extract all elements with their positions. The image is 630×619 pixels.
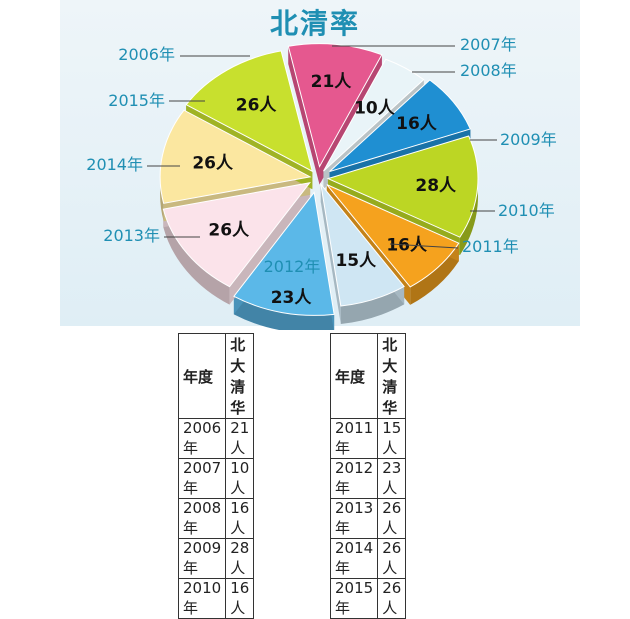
cell-year: 2012年	[329, 458, 379, 499]
cell-value: 10 人	[225, 458, 255, 499]
slice-year-label: 2010年	[498, 201, 555, 220]
slice-value-label: 26人	[192, 154, 234, 174]
slice-value-label: 21人	[311, 72, 353, 92]
table-row: 2008年 16 人	[177, 498, 255, 539]
slice-year-label: 2009年	[500, 130, 557, 149]
pie-slice-wall	[320, 184, 341, 325]
cell-value: 26 人	[377, 538, 407, 579]
table-row: 2012年 23 人	[329, 458, 407, 499]
cell-value: 23 人	[377, 458, 407, 499]
slice-value-label: 26人	[208, 220, 250, 240]
header-year: 年度	[177, 333, 227, 419]
pie-slice	[233, 191, 335, 316]
table-row: 2015年 26 人	[329, 578, 407, 619]
pie-slice	[159, 109, 312, 204]
data-table-left: 年度 北大清华 2006年 21 人 2007年 10 人 2008年 16 人…	[177, 333, 255, 619]
header-value: 北大清华	[225, 333, 255, 419]
data-table-right: 年度 北大清华 2011年 15 人 2012年 23 人 2013年 26 人…	[329, 333, 407, 619]
pie-slice	[326, 135, 479, 238]
cell-year: 2006年	[177, 418, 227, 459]
table-row: 2006年 21 人	[177, 418, 255, 459]
chart-title: 北清率	[269, 7, 360, 40]
cell-year: 2011年	[329, 418, 379, 459]
pie-slice-wall	[288, 46, 320, 185]
cell-value: 21 人	[225, 418, 255, 459]
cell-year: 2008年	[177, 498, 227, 539]
slice-value-label: 10人	[354, 98, 396, 118]
slice-year-label: 2015年	[108, 91, 165, 110]
pie-top	[159, 43, 479, 316]
cell-value: 26 人	[377, 498, 407, 539]
cell-year: 2013年	[329, 498, 379, 539]
cell-year: 2009年	[177, 538, 227, 579]
slice-year-label: 2013年	[103, 226, 160, 245]
slice-value-label: 28人	[415, 176, 457, 196]
slice-value-label: 15人	[335, 251, 377, 271]
cell-value: 15 人	[377, 418, 407, 459]
pie-slice-side	[163, 209, 230, 305]
table-row: 2009年 28 人	[177, 538, 255, 579]
pie-slice	[287, 43, 383, 168]
header-value: 北大清华	[377, 333, 407, 419]
leader-line	[389, 243, 459, 249]
pie-slice-side	[340, 286, 405, 325]
slice-year-label: 2006年	[118, 45, 175, 64]
header-year: 年度	[329, 333, 379, 419]
slice-value-label: 16人	[396, 114, 438, 134]
table-header-row: 年度 北大清华	[329, 333, 407, 419]
slice-year-label: 2008年	[460, 61, 517, 80]
cell-value: 28 人	[225, 538, 255, 579]
pie-slice	[162, 181, 312, 288]
table-row: 2007年 10 人	[177, 458, 255, 499]
slice-value-label: 23人	[271, 288, 313, 308]
slice-year-label: 2014年	[86, 155, 143, 174]
slice-year-label: 2007年	[460, 35, 517, 54]
pie-chart: 2006年21人2007年10人2008年16人2009年28人2010年16人…	[86, 35, 557, 330]
table-row: 2014年 26 人	[329, 538, 407, 579]
pie-slice	[326, 184, 460, 288]
table-row: 2013年 26 人	[329, 498, 407, 539]
pie-slice-side	[410, 243, 459, 305]
cell-value: 16 人	[225, 498, 255, 539]
cell-year: 2007年	[177, 458, 227, 499]
pie-slice	[185, 50, 314, 173]
cell-year: 2015年	[329, 578, 379, 619]
pie-labels: 2006年21人2007年10人2008年16人2009年28人2010年16人…	[86, 35, 556, 308]
pie-slice	[320, 182, 405, 307]
cell-year: 2010年	[177, 578, 227, 619]
slice-value-label: 26人	[236, 95, 278, 115]
slice-year-label: 2012年	[264, 257, 321, 276]
cell-value: 26 人	[377, 578, 407, 619]
pie-slice	[323, 58, 425, 172]
table-row: 2010年 16 人	[177, 578, 255, 619]
cell-value: 16 人	[225, 578, 255, 619]
pie-slice-wall	[229, 182, 310, 305]
table-header-row: 年度 北大清华	[177, 333, 255, 419]
pie-slice	[329, 79, 471, 173]
table-row: 2011年 15 人	[329, 418, 407, 459]
slice-year-label: 2011年	[462, 237, 519, 256]
cell-year: 2014年	[329, 538, 379, 579]
